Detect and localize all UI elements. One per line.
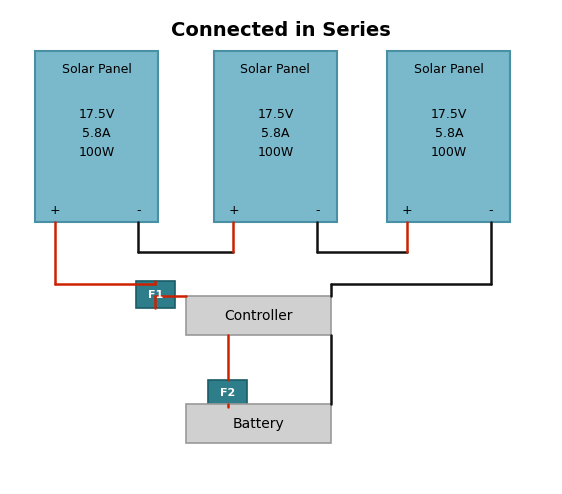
Text: 17.5V
5.8A
100W: 17.5V 5.8A 100W — [430, 108, 467, 159]
Text: -: - — [136, 204, 140, 217]
FancyBboxPatch shape — [214, 50, 337, 222]
Text: F2: F2 — [220, 388, 235, 398]
FancyBboxPatch shape — [209, 379, 247, 407]
Text: -: - — [488, 204, 493, 217]
Text: F1: F1 — [148, 290, 163, 300]
Text: Solar Panel: Solar Panel — [241, 63, 310, 76]
Text: Battery: Battery — [233, 417, 284, 431]
Text: 17.5V
5.8A
100W: 17.5V 5.8A 100W — [78, 108, 115, 159]
Text: +: + — [401, 204, 412, 217]
Text: Solar Panel: Solar Panel — [61, 63, 132, 76]
FancyBboxPatch shape — [35, 50, 158, 222]
FancyBboxPatch shape — [135, 282, 175, 308]
FancyBboxPatch shape — [387, 50, 510, 222]
Text: Solar Panel: Solar Panel — [414, 63, 484, 76]
Text: 17.5V
5.8A
100W: 17.5V 5.8A 100W — [257, 108, 293, 159]
Text: Controller: Controller — [224, 309, 293, 323]
Text: -: - — [315, 204, 320, 217]
Text: Connected in Series: Connected in Series — [171, 21, 391, 40]
FancyBboxPatch shape — [186, 296, 332, 335]
Text: +: + — [228, 204, 239, 217]
FancyBboxPatch shape — [186, 404, 332, 444]
Text: +: + — [49, 204, 60, 217]
